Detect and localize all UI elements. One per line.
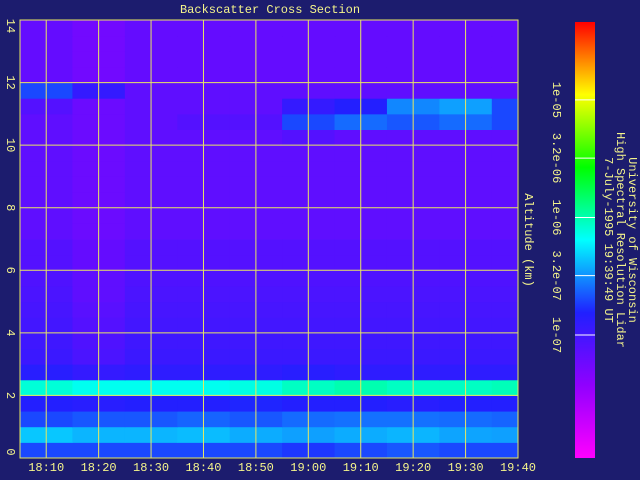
side-text: University of Wisconsin [625, 157, 639, 323]
heatmap-cell [491, 223, 519, 240]
y-tick-label: 14 [3, 19, 17, 33]
colorbar-tick-label: 3.2e-07 [549, 250, 563, 300]
heatmap-cell [491, 379, 519, 396]
y-tick-label: 12 [3, 75, 17, 89]
heatmap-cell [491, 160, 519, 177]
heatmap-cell [491, 254, 519, 271]
x-tick-label: 19:40 [500, 461, 536, 475]
y-tick-label: 2 [3, 392, 17, 399]
heatmap-cell [491, 364, 519, 381]
chart-title: Backscatter Cross Section [180, 3, 360, 17]
x-tick-label: 18:40 [185, 461, 221, 475]
heatmap-cell [491, 20, 519, 37]
heatmap-cell [491, 66, 519, 84]
heatmap-cell [491, 411, 519, 428]
heatmap-cell [491, 395, 519, 412]
heatmap-cell [491, 348, 519, 365]
y-tick-label: 4 [3, 329, 17, 336]
x-tick-label: 19:20 [395, 461, 431, 475]
heatmap-cell [491, 176, 519, 193]
heatmap-cell [491, 301, 519, 318]
x-tick-label: 19:10 [343, 461, 379, 475]
heatmap-cell [491, 145, 519, 162]
y-tick-label: 10 [3, 138, 17, 152]
x-tick-label: 18:10 [28, 461, 64, 475]
y-tick-label: 0 [3, 448, 17, 455]
heatmap-cell [491, 192, 519, 209]
heatmap-cell [491, 442, 519, 459]
heatmap-cell [491, 98, 519, 115]
plot-frame [19, 19, 519, 459]
side-text: 7-July-1995 19:39:49 UT [601, 157, 615, 323]
colorbar-tick-label: 1e-07 [549, 317, 563, 353]
heatmap-cell [491, 35, 519, 52]
x-tick-label: 18:50 [238, 461, 274, 475]
heatmap-cell [491, 113, 519, 130]
colorbar [575, 22, 595, 458]
heatmap-cell [491, 239, 519, 256]
heatmap-cell [491, 270, 519, 287]
heatmap-cell [491, 317, 519, 334]
heatmap-cell [491, 129, 519, 146]
y-tick-label: 6 [3, 267, 17, 274]
heatmap-cell [491, 426, 519, 443]
x-tick-label: 18:30 [133, 461, 169, 475]
x-tick-label: 18:20 [81, 461, 117, 475]
heatmap-cell [491, 207, 519, 224]
x-tick-label: 19:30 [448, 461, 484, 475]
side-text: High Spectral Resolution Lidar [613, 132, 627, 348]
colorbar-tick-label: 3.2e-06 [549, 133, 563, 183]
heatmap-cell [491, 51, 519, 68]
colorbar-tick-label: 1e-05 [549, 82, 563, 118]
heatmap-cell [491, 332, 519, 349]
y-axis-label: Altitude (km) [521, 193, 535, 287]
colorbar-tick-label: 1e-06 [549, 199, 563, 235]
x-tick-label: 19:00 [290, 461, 326, 475]
heatmap-cell [491, 82, 519, 99]
y-tick-label: 8 [3, 204, 17, 211]
heatmap-cell [491, 285, 519, 303]
